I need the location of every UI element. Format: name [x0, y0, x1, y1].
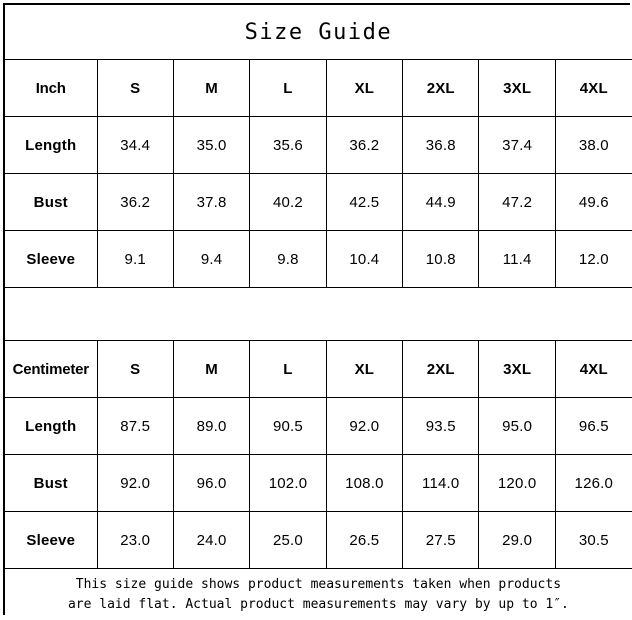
size-header-m: M	[173, 60, 249, 117]
cell-cm-length-2xl: 93.5	[403, 398, 479, 455]
cell-cm-bust-2xl: 114.0	[403, 455, 479, 512]
row-label-length: Length	[5, 117, 97, 174]
note-line-2: are laid flat. Actual product measuremen…	[5, 595, 632, 615]
cell-cm-length-s: 87.5	[97, 398, 173, 455]
row-label-bust: Bust	[5, 174, 97, 231]
row-label-cm-length: Length	[5, 398, 97, 455]
size-guide-panel: Size Guide Inch S M L XL 2XL 3XL 4XL Len…	[3, 3, 630, 615]
footer-row: This size guide shows product measuremen…	[5, 569, 632, 620]
cell-cm-bust-xl: 108.0	[326, 455, 402, 512]
size-header-cm-xl: XL	[326, 341, 402, 398]
cell-inch-sleeve-xl: 10.4	[326, 231, 402, 288]
cell-inch-bust-l: 40.2	[250, 174, 326, 231]
size-guide-note: This size guide shows product measuremen…	[5, 569, 632, 620]
cell-inch-sleeve-2xl: 10.8	[403, 231, 479, 288]
cell-inch-sleeve-4xl: 12.0	[555, 231, 631, 288]
size-guide-body: Size Guide Inch S M L XL 2XL 3XL 4XL Len…	[5, 5, 632, 620]
cell-cm-bust-l: 102.0	[250, 455, 326, 512]
cell-cm-length-xl: 92.0	[326, 398, 402, 455]
cell-cm-length-4xl: 96.5	[555, 398, 631, 455]
cell-cm-bust-4xl: 126.0	[555, 455, 631, 512]
row-label-sleeve: Sleeve	[5, 231, 97, 288]
cell-inch-length-2xl: 36.8	[403, 117, 479, 174]
table-spacer	[5, 288, 632, 341]
inch-header-row: Inch S M L XL 2XL 3XL 4XL	[5, 60, 632, 117]
cell-inch-sleeve-3xl: 11.4	[479, 231, 555, 288]
cell-cm-length-l: 90.5	[250, 398, 326, 455]
cell-cm-bust-m: 96.0	[173, 455, 249, 512]
size-header-cm-l: L	[250, 341, 326, 398]
size-header-cm-m: M	[173, 341, 249, 398]
cell-inch-sleeve-s: 9.1	[97, 231, 173, 288]
cell-cm-sleeve-s: 23.0	[97, 512, 173, 569]
cell-inch-sleeve-m: 9.4	[173, 231, 249, 288]
size-header-cm-2xl: 2XL	[403, 341, 479, 398]
cell-inch-length-xl: 36.2	[326, 117, 402, 174]
unit-header-centimeter: Centimeter	[5, 341, 97, 398]
size-header-xl: XL	[326, 60, 402, 117]
cell-cm-sleeve-4xl: 30.5	[555, 512, 631, 569]
cell-inch-sleeve-l: 9.8	[250, 231, 326, 288]
cell-inch-bust-2xl: 44.9	[403, 174, 479, 231]
cell-inch-length-3xl: 37.4	[479, 117, 555, 174]
cell-cm-sleeve-l: 25.0	[250, 512, 326, 569]
cell-inch-length-4xl: 38.0	[555, 117, 631, 174]
cell-inch-length-l: 35.6	[250, 117, 326, 174]
size-header-3xl: 3XL	[479, 60, 555, 117]
size-header-cm-4xl: 4XL	[555, 341, 631, 398]
size-guide-table: Size Guide Inch S M L XL 2XL 3XL 4XL Len…	[5, 5, 632, 620]
cell-cm-sleeve-2xl: 27.5	[403, 512, 479, 569]
cell-cm-sleeve-3xl: 29.0	[479, 512, 555, 569]
cell-inch-bust-m: 37.8	[173, 174, 249, 231]
row-label-cm-bust: Bust	[5, 455, 97, 512]
cell-cm-bust-s: 92.0	[97, 455, 173, 512]
size-header-l: L	[250, 60, 326, 117]
table-row: Length 34.4 35.0 35.6 36.2 36.8 37.4 38.…	[5, 117, 632, 174]
centimeter-header-row: Centimeter S M L XL 2XL 3XL 4XL	[5, 341, 632, 398]
unit-header-inch: Inch	[5, 60, 97, 117]
size-header-s: S	[97, 60, 173, 117]
cell-cm-sleeve-m: 24.0	[173, 512, 249, 569]
table-row: Length 87.5 89.0 90.5 92.0 93.5 95.0 96.…	[5, 398, 632, 455]
table-row: Sleeve 23.0 24.0 25.0 26.5 27.5 29.0 30.…	[5, 512, 632, 569]
table-row: Bust 92.0 96.0 102.0 108.0 114.0 120.0 1…	[5, 455, 632, 512]
cell-inch-bust-xl: 42.5	[326, 174, 402, 231]
cell-inch-bust-4xl: 49.6	[555, 174, 631, 231]
cell-cm-length-m: 89.0	[173, 398, 249, 455]
row-label-cm-sleeve: Sleeve	[5, 512, 97, 569]
size-header-cm-s: S	[97, 341, 173, 398]
title-row: Size Guide	[5, 5, 632, 60]
size-header-2xl: 2XL	[403, 60, 479, 117]
cell-inch-length-s: 34.4	[97, 117, 173, 174]
size-header-4xl: 4XL	[555, 60, 631, 117]
table-row: Sleeve 9.1 9.4 9.8 10.4 10.8 11.4 12.0	[5, 231, 632, 288]
page-title: Size Guide	[5, 5, 632, 60]
table-spacer-row	[5, 288, 632, 341]
note-line-1: This size guide shows product measuremen…	[5, 575, 632, 595]
cell-inch-bust-3xl: 47.2	[479, 174, 555, 231]
table-row: Bust 36.2 37.8 40.2 42.5 44.9 47.2 49.6	[5, 174, 632, 231]
cell-cm-sleeve-xl: 26.5	[326, 512, 402, 569]
size-header-cm-3xl: 3XL	[479, 341, 555, 398]
cell-cm-length-3xl: 95.0	[479, 398, 555, 455]
cell-cm-bust-3xl: 120.0	[479, 455, 555, 512]
cell-inch-bust-s: 36.2	[97, 174, 173, 231]
cell-inch-length-m: 35.0	[173, 117, 249, 174]
